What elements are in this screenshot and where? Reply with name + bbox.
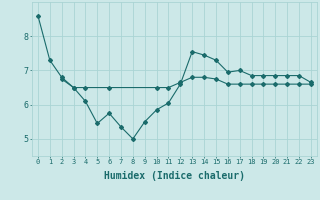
X-axis label: Humidex (Indice chaleur): Humidex (Indice chaleur) [104, 171, 245, 181]
